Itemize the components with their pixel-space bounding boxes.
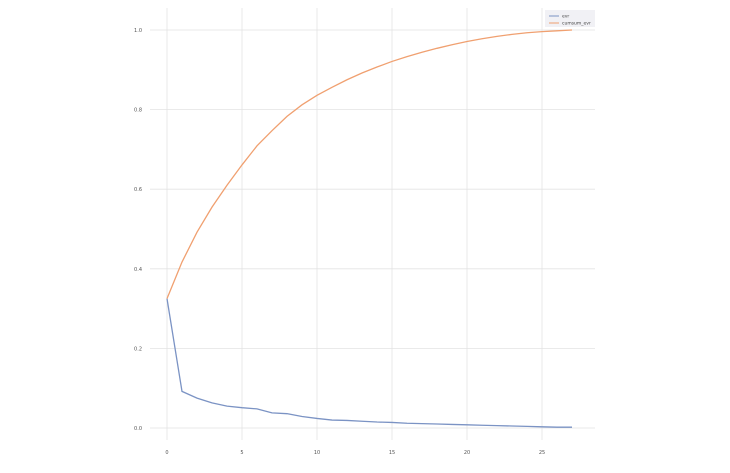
series-line-evr [166,298,572,428]
series-lines [166,29,573,428]
x-tick-label: 25 [539,450,545,456]
legend-label: cumsum_evr [562,21,591,27]
y-tick-label: 0.2 [134,346,142,352]
x-tick-label: 0 [165,450,168,456]
y-tick-label: 0.6 [134,187,142,193]
x-tick-label: 15 [389,450,395,456]
x-tick-label: 20 [464,450,470,456]
series-line-cumsum-evr [166,29,573,299]
legend-label: evr [562,14,569,20]
y-tick-label: 1.0 [134,28,142,34]
x-tick-label: 5 [240,450,243,456]
y-tick-label: 0.4 [134,267,142,273]
grid [150,8,595,440]
tick-labels: 0 5 10 15 20 25 0.0 0.2 0.4 0.6 0.8 1.0 [134,28,545,456]
y-tick-label: 0.8 [134,108,142,114]
y-tick-label: 0.0 [134,426,142,432]
x-tick-label: 10 [314,450,320,456]
